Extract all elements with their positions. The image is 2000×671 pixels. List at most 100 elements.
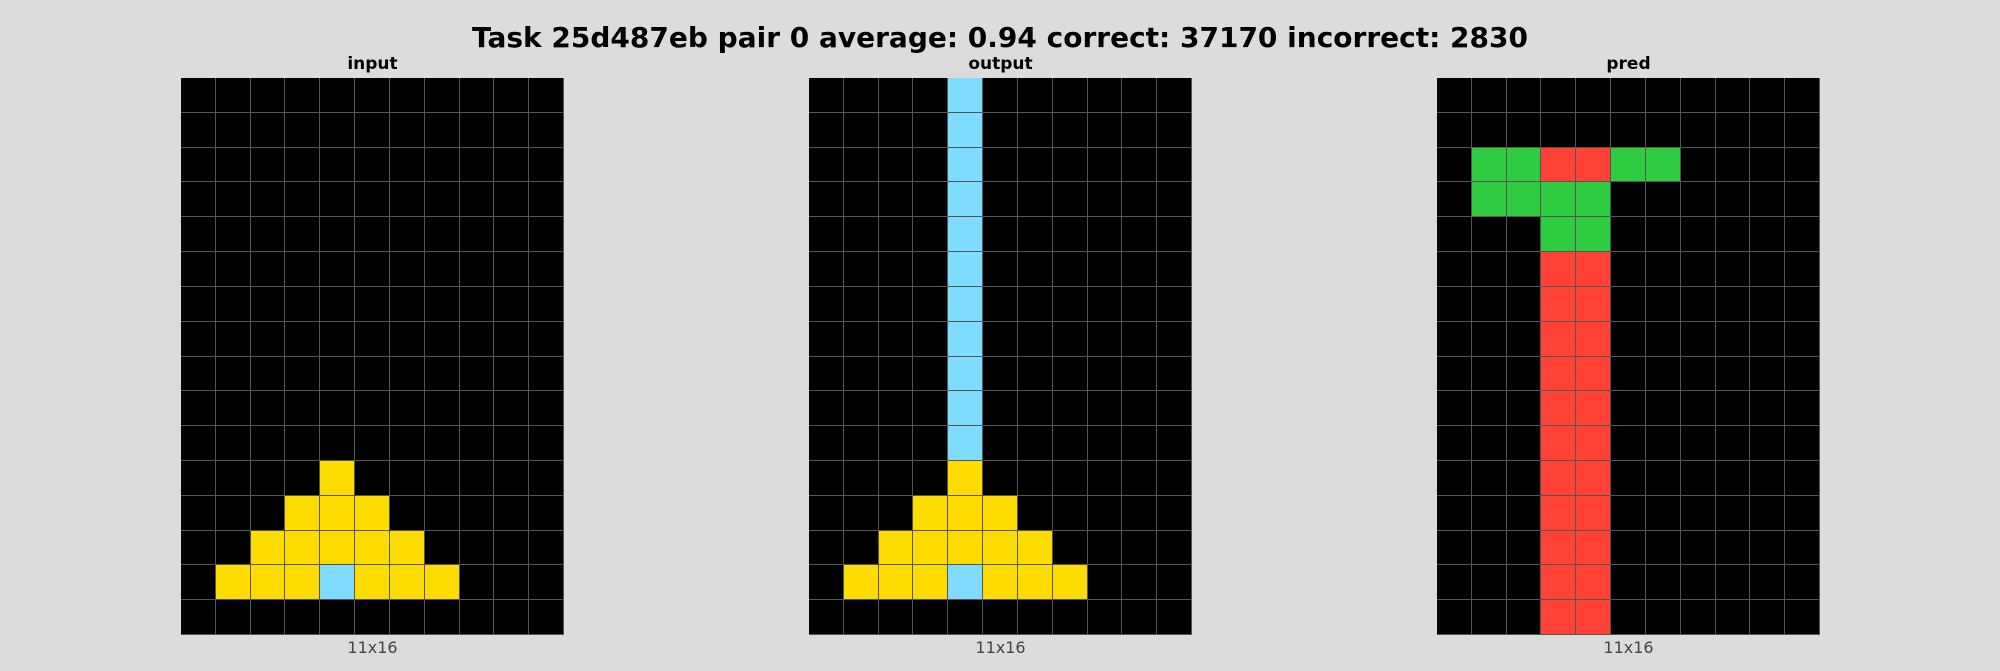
grid-cell <box>1122 217 1158 253</box>
grid-cell <box>1750 252 1786 287</box>
grid-cell <box>1541 426 1577 461</box>
grid-cell <box>1785 391 1820 427</box>
grid-cell <box>1506 426 1542 461</box>
grid-cell <box>809 112 844 148</box>
grid-cell <box>1576 495 1612 531</box>
grid-cell <box>1611 600 1646 635</box>
grid-cell <box>1611 495 1646 531</box>
grid-cell <box>1017 217 1053 253</box>
grid-cell <box>1645 565 1681 601</box>
grid-cell <box>1785 321 1820 357</box>
grid-cell <box>1680 460 1716 496</box>
grid-cell <box>285 252 321 287</box>
grid-cell <box>320 495 356 531</box>
grid-cell <box>459 600 495 635</box>
grid-cell <box>983 182 1018 218</box>
grid-cell <box>878 321 914 357</box>
grid-cell <box>1715 112 1751 148</box>
grid-cell <box>1017 182 1053 218</box>
grid-cell <box>459 530 495 566</box>
grid-cell <box>285 78 321 113</box>
grid-cell <box>529 495 564 531</box>
grid-cell <box>1541 182 1577 218</box>
grid-cell <box>1506 460 1542 496</box>
grid-cell <box>320 147 356 183</box>
grid-cell <box>355 356 390 392</box>
grid-cell <box>809 217 844 253</box>
grid-cell <box>215 426 251 461</box>
grid-cell <box>1157 217 1192 253</box>
grid-cell <box>1715 426 1751 461</box>
grid-cell <box>1785 565 1820 601</box>
grid-cell <box>983 112 1018 148</box>
grid-cell <box>494 252 530 287</box>
grid-cell <box>948 530 984 566</box>
grid-cell <box>1785 182 1820 218</box>
grid-cell <box>1052 530 1088 566</box>
grid-cell <box>181 530 216 566</box>
grid-cell <box>1680 112 1716 148</box>
grid-cell <box>1437 217 1472 253</box>
grid-cell <box>983 600 1018 635</box>
grid-cell <box>1437 321 1472 357</box>
size-label-output: 11x16 <box>975 638 1026 657</box>
grid-cell <box>948 182 984 218</box>
grid-cell <box>529 217 564 253</box>
grid-cell <box>285 217 321 253</box>
grid-cell <box>1611 78 1646 113</box>
grid-cell <box>1576 460 1612 496</box>
grid-cell <box>1645 495 1681 531</box>
grid-cell <box>878 391 914 427</box>
grid-cell <box>983 321 1018 357</box>
grid-cell <box>913 530 949 566</box>
grid-cell <box>389 112 425 148</box>
grid-cell <box>843 286 879 322</box>
grid-cell <box>1157 321 1192 357</box>
grid-cell <box>983 426 1018 461</box>
grid-cell <box>320 530 356 566</box>
grid-cell <box>529 600 564 635</box>
grid-cell <box>424 217 460 253</box>
grid-cell <box>215 321 251 357</box>
grid-cell <box>1715 286 1751 322</box>
grid-cell <box>459 356 495 392</box>
grid-cell <box>389 356 425 392</box>
grid-cell <box>1437 182 1472 218</box>
grid-cell <box>809 78 844 113</box>
grid-cell <box>1437 391 1472 427</box>
grid-cell <box>1052 286 1088 322</box>
grid-cell <box>494 321 530 357</box>
grid-cell <box>1052 426 1088 461</box>
grid-cell <box>1715 182 1751 218</box>
grid-cell <box>1680 565 1716 601</box>
grid-cell <box>1506 391 1542 427</box>
grid-cell <box>1122 286 1158 322</box>
grid-cell <box>1785 495 1820 531</box>
grid-cell <box>250 112 286 148</box>
grid-cell <box>494 565 530 601</box>
grid-cell <box>1052 356 1088 392</box>
grid-cell <box>1052 112 1088 148</box>
grid-cell <box>1052 495 1088 531</box>
grid-cell <box>355 252 390 287</box>
grid-cell <box>494 391 530 427</box>
grid-cell <box>1052 217 1088 253</box>
grid-cell <box>494 530 530 566</box>
grid-cell <box>1576 286 1612 322</box>
grid-cell <box>1611 356 1646 392</box>
grid-cell <box>389 530 425 566</box>
grid-cell <box>983 565 1018 601</box>
grid-cell <box>1715 530 1751 566</box>
grid-cell <box>1122 391 1158 427</box>
grid-cell <box>1017 495 1053 531</box>
grid-cell <box>843 182 879 218</box>
grid-cell <box>424 600 460 635</box>
grid-cell <box>1785 530 1820 566</box>
grid-cell <box>529 252 564 287</box>
grid-cell <box>1122 321 1158 357</box>
grid-cell <box>1506 600 1542 635</box>
grid-cell <box>1087 78 1123 113</box>
grid-cell <box>1645 217 1681 253</box>
grid-cell <box>215 391 251 427</box>
grid-cell <box>878 600 914 635</box>
